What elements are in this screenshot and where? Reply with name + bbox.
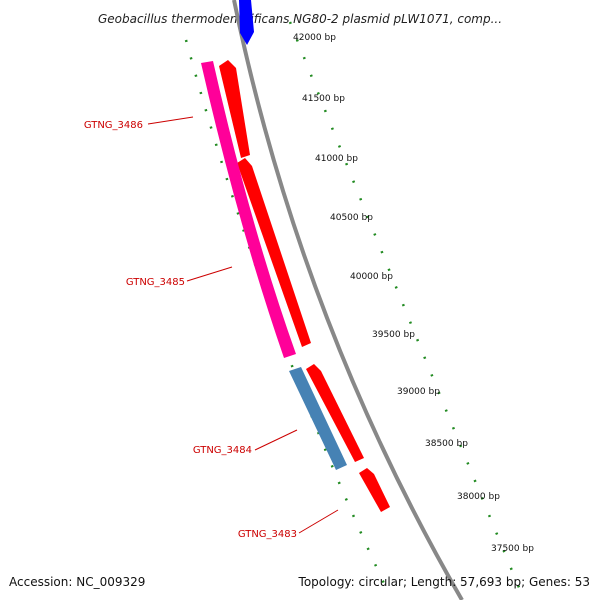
tick-label: 39000 bp bbox=[397, 387, 440, 397]
cds-feature-gtng3485[interactable] bbox=[237, 158, 311, 347]
cog-feature-gtng3486-gtng3485[interactable] bbox=[201, 61, 296, 358]
tick-label: 38000 bp bbox=[457, 492, 500, 502]
tick-label: 38500 bp bbox=[425, 439, 468, 449]
tick-label: 40000 bp bbox=[350, 272, 393, 282]
gene-label[interactable]: GTNG_3486 bbox=[84, 120, 143, 131]
gene-label[interactable]: GTNG_3485 bbox=[126, 277, 185, 288]
tick-label: 40500 bp bbox=[330, 213, 373, 223]
cds-feature-gtng3484[interactable] bbox=[306, 364, 364, 462]
accession-text: Accession: NC_009329 bbox=[9, 575, 145, 589]
gene-label-group: GTNG_3486 GTNG_3485 GTNG_3484 GTNG_3483 bbox=[84, 116, 339, 540]
tick-label: 41500 bp bbox=[302, 94, 345, 104]
map-title: Geobacillus thermodenitrificans NG80-2 p… bbox=[98, 12, 502, 26]
tick-label: 39500 bp bbox=[372, 330, 415, 340]
tick-label: 37500 bp bbox=[491, 544, 534, 554]
gene-label[interactable]: GTNG_3483 bbox=[238, 529, 297, 540]
cds-feature-gtng3486[interactable] bbox=[219, 60, 250, 158]
tick-labels: 42000 bp 41500 bp 41000 bp 40500 bp 4000… bbox=[293, 33, 534, 554]
gene-label[interactable]: GTNG_3484 bbox=[193, 445, 252, 456]
topology-summary: Topology: circular; Length: 57,693 bp; G… bbox=[298, 575, 590, 589]
sequence-backbone bbox=[232, 0, 464, 600]
tick-label: 41000 bp bbox=[315, 154, 358, 164]
tick-label: 42000 bp bbox=[293, 33, 336, 43]
cds-feature-reverse[interactable] bbox=[239, 0, 254, 45]
cds-feature-gtng3483[interactable] bbox=[359, 468, 390, 512]
cog-feature-gtng3484[interactable] bbox=[289, 367, 347, 470]
